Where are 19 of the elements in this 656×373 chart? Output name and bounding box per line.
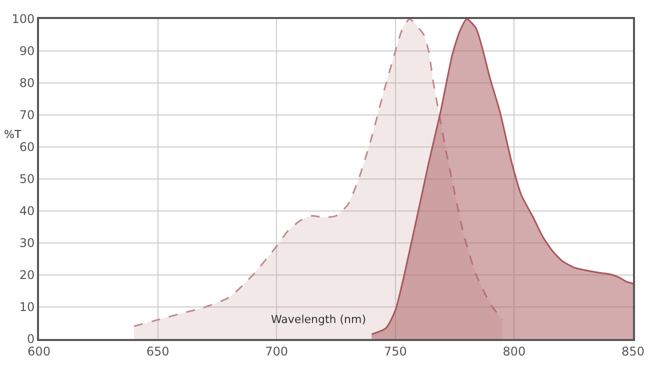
y-tick-label: 90 (19, 44, 35, 58)
x-tick-label: 650 (146, 344, 170, 358)
y-tick-label: 30 (19, 236, 35, 250)
y-tick-label: 40 (19, 204, 35, 218)
y-tick-label: 100 (12, 12, 35, 26)
x-tick-label: 700 (265, 344, 288, 358)
x-tick-label: 750 (384, 344, 407, 358)
y-tick-label: 10 (19, 300, 35, 314)
y-tick-label: 50 (19, 172, 35, 186)
y-tick-label: 70 (19, 108, 35, 122)
x-tick-label: 600 (28, 344, 50, 358)
y-axis-title: %T (4, 128, 22, 141)
y-tick-label: 80 (19, 76, 35, 90)
y-tick-label: 0 (26, 332, 35, 346)
x-tick-label: 800 (502, 344, 526, 358)
x-axis-title: Wavelength (nm) (271, 313, 366, 326)
y-tick-label: 60 (19, 140, 35, 154)
x-tick-label: 850 (622, 344, 644, 358)
y-tick-label: 20 (19, 268, 35, 282)
